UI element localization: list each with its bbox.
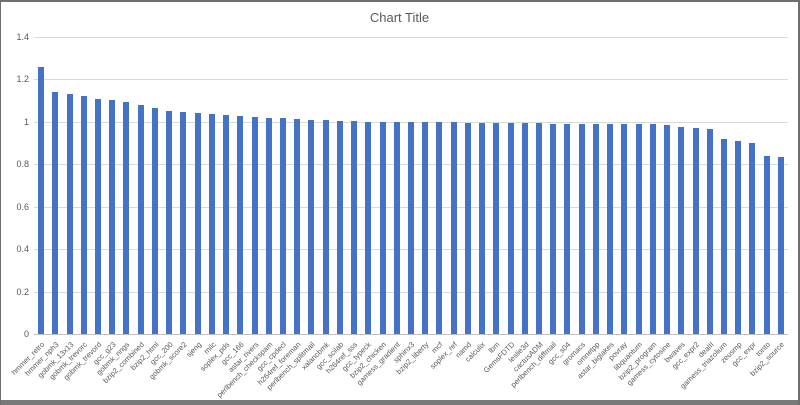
y-tick-label: 0.2	[16, 287, 29, 297]
bar	[621, 124, 627, 334]
bar	[636, 124, 642, 334]
bar	[294, 119, 300, 334]
bar	[123, 102, 129, 334]
bar	[550, 124, 556, 334]
window-bottom-edge	[1, 400, 798, 405]
bar	[67, 94, 73, 334]
gridline	[34, 79, 788, 80]
chart-title: Chart Title	[369, 10, 430, 25]
bar	[195, 113, 201, 334]
y-tick-label: 0	[23, 329, 29, 339]
bar	[465, 123, 471, 334]
bar	[223, 115, 229, 334]
gridline	[34, 37, 788, 38]
bar	[252, 117, 258, 334]
bar	[95, 99, 101, 334]
bar	[351, 121, 357, 334]
bar	[664, 125, 670, 334]
y-tick-label: 0.8	[16, 159, 29, 169]
bar	[180, 112, 186, 334]
bar	[81, 96, 87, 334]
y-tick-label: 0.6	[16, 202, 29, 212]
bar	[564, 124, 570, 334]
bar	[536, 123, 542, 334]
bar	[650, 124, 656, 334]
bar	[451, 122, 457, 334]
bar	[380, 122, 386, 334]
y-tick-label: 0.4	[16, 244, 29, 254]
bar	[707, 129, 713, 334]
bar	[308, 120, 314, 334]
bar	[579, 124, 585, 334]
bar	[678, 127, 684, 334]
bar	[38, 67, 44, 334]
bar	[166, 111, 172, 334]
bar	[508, 123, 514, 334]
bar	[735, 141, 741, 334]
bar	[408, 122, 414, 334]
x-tick-label: sjeng	[184, 340, 204, 360]
bar	[436, 122, 442, 334]
bar	[266, 118, 272, 334]
bar	[493, 123, 499, 334]
bar	[280, 118, 286, 334]
bar	[237, 116, 243, 334]
y-tick-label: 1.4	[16, 32, 29, 42]
bar	[394, 122, 400, 334]
bar	[138, 105, 144, 334]
bar	[522, 123, 528, 334]
bar	[721, 139, 727, 334]
bar	[479, 123, 485, 334]
x-axis-line	[34, 334, 788, 335]
bar	[778, 157, 784, 334]
bar	[693, 128, 699, 334]
y-tick-label: 1	[23, 117, 29, 127]
bar	[152, 108, 158, 334]
bar	[749, 143, 755, 334]
bar	[209, 114, 215, 334]
bar	[422, 122, 428, 334]
bar	[109, 100, 115, 334]
y-tick-label: 1.2	[16, 74, 29, 84]
bar	[764, 156, 770, 334]
bar	[593, 124, 599, 334]
bar	[323, 120, 329, 334]
bar	[52, 92, 58, 334]
bar	[337, 121, 343, 334]
bar	[607, 124, 613, 334]
bar	[365, 122, 371, 334]
